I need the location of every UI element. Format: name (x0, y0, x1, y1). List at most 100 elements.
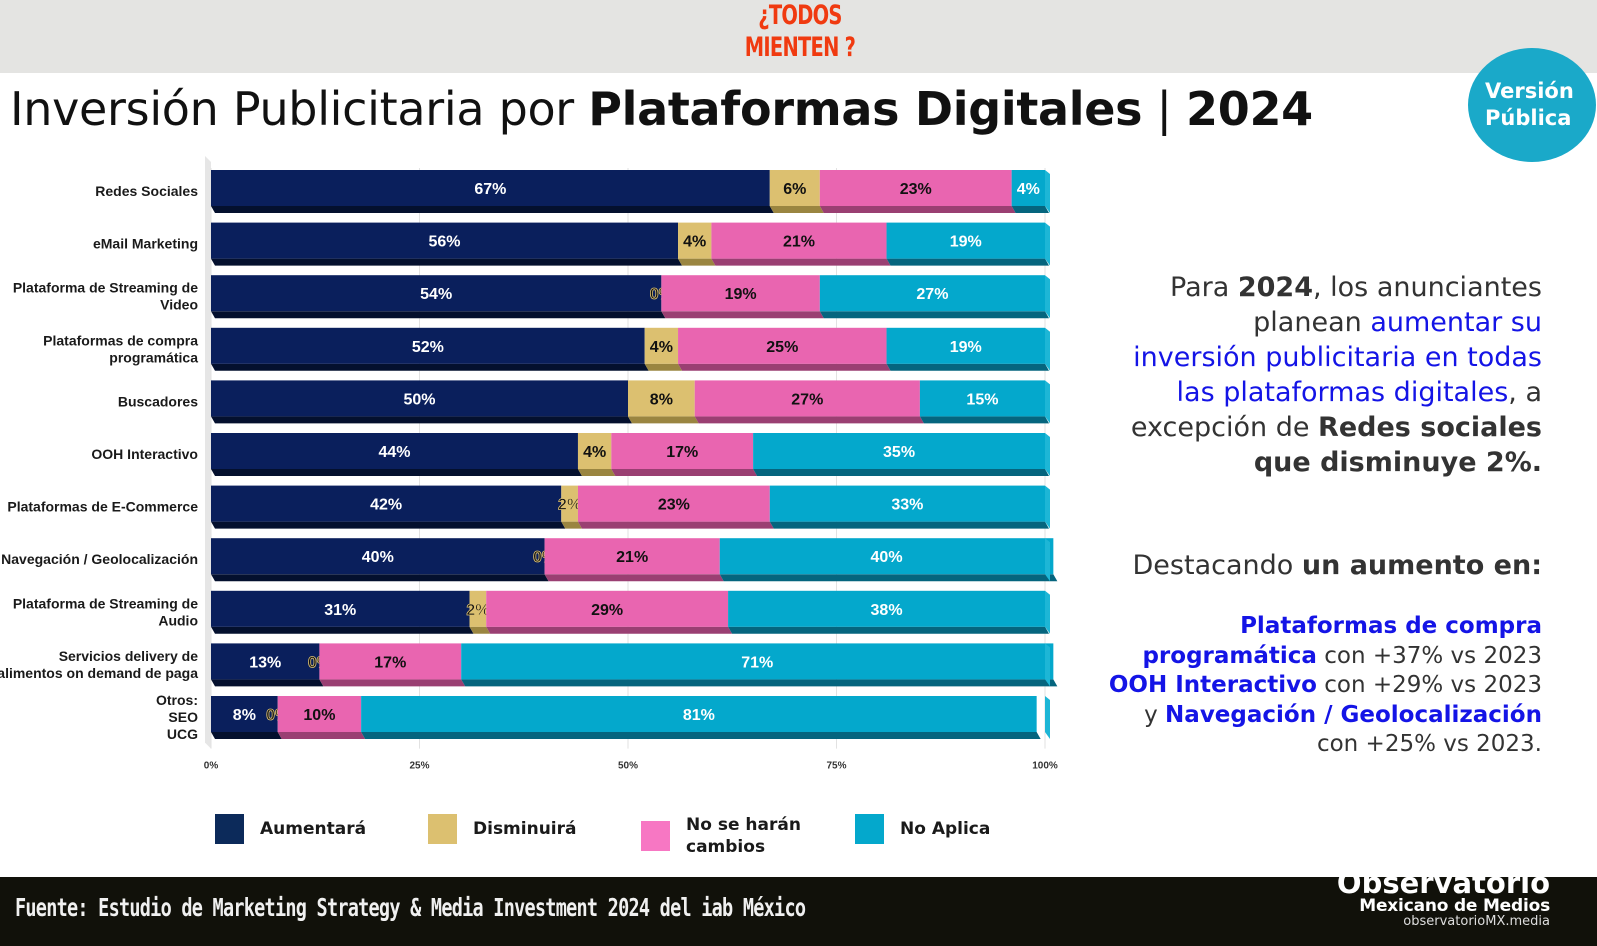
bar-segment (611, 433, 754, 469)
bar-segment (694, 380, 920, 417)
legend-swatch (641, 821, 670, 851)
bar-segment (919, 380, 1045, 417)
legend-swatch (855, 814, 884, 844)
data-label: 8% (233, 707, 256, 724)
badge-line-2: Pública (1485, 106, 1572, 130)
bar-segment-shadow (769, 521, 1049, 529)
data-label: 13% (249, 654, 281, 671)
highlight-item-value: con +29% vs 2023 (1316, 672, 1542, 698)
data-label: 52% (412, 339, 444, 356)
data-label: 54% (420, 286, 452, 303)
bar-segment-shadow (611, 469, 758, 476)
title-bold: Plataformas Digitales (588, 82, 1143, 136)
bar-segment (211, 538, 545, 575)
summary-text: , los anunciantes (1313, 272, 1542, 303)
bar-segment (211, 380, 628, 417)
bar-segment-shadow (886, 258, 1049, 266)
legend-item: No se harán cambios (641, 814, 801, 858)
highlight-item-name: Plataformas de compra (1240, 613, 1542, 639)
highlight-item-name: programática (1142, 642, 1317, 669)
category-label: Plataformas de E-Commerce (7, 499, 198, 515)
data-label: 21% (616, 549, 648, 566)
bar-segment (561, 485, 578, 522)
bar-segment-shadow (919, 416, 1049, 424)
bar-segment (678, 327, 887, 364)
legend-label-line: No Aplica (900, 819, 991, 839)
data-label: 4% (1017, 181, 1040, 198)
bar-segment (211, 222, 679, 259)
bar-segment (719, 538, 1054, 575)
footer-logo-subtitle: Mexicano de Medios (1359, 896, 1550, 916)
bar-segment (628, 380, 695, 417)
bar-end-cap (1045, 696, 1050, 739)
category-label: Plataforma de Streaming de (13, 280, 198, 296)
category-label: eMail Marketing (93, 236, 198, 252)
category-label: Servicios delivery de (59, 648, 199, 664)
data-label: 17% (666, 444, 698, 461)
category-label: Video (160, 297, 198, 313)
bar-segment-shadow (753, 469, 1049, 476)
highlight-item-value: con +25% vs 2023. (1316, 731, 1542, 757)
data-label: 4% (650, 339, 673, 356)
category-label: Otros: (156, 692, 198, 708)
category-label: Plataforma de Streaming de (13, 595, 198, 611)
summary-text: , a (1508, 377, 1542, 408)
bar-segment (211, 275, 662, 312)
title-separator: | (1142, 82, 1187, 136)
summary-highlight: aumentar su (1370, 307, 1542, 338)
bar-segment (644, 327, 679, 364)
x-tick-label: 100% (1032, 761, 1058, 772)
bar-segment-shadow (728, 626, 1049, 634)
category-label: Redes Sociales (95, 183, 198, 199)
bar-segment-shadow (211, 469, 582, 476)
legend-label-line: Disminuirá (473, 819, 577, 839)
bar-segment (486, 590, 729, 627)
top-band (0, 0, 1597, 73)
highlight-heading: Destacando un aumento en: (1082, 548, 1542, 583)
data-label: 15% (966, 391, 998, 408)
data-label: 38% (871, 602, 903, 619)
highlight-heading-bold: un aumento en: (1301, 550, 1542, 581)
legend-swatch (215, 814, 244, 844)
bar-segment (1011, 170, 1045, 206)
bar-end-cap (1045, 538, 1050, 582)
chart-svg: 0% 25% 50% 75% 100% Redes Sociales 67% 6% 23% 4% e… (0, 156, 1058, 772)
bar-segment-shadow (277, 732, 366, 739)
category-label: Plataformas de compra (43, 332, 198, 348)
footer-logo-url[interactable]: observatorioMX.media (1403, 914, 1550, 929)
legend-label: Aumentará (260, 818, 366, 840)
summary-bold: que disminuye 2%. (1253, 447, 1542, 478)
x-tick-label: 0% (204, 761, 219, 772)
bar-segment (277, 696, 362, 732)
data-label: 67% (474, 181, 506, 198)
data-label: 10% (303, 707, 335, 724)
data-label: 21% (783, 234, 815, 251)
category-label: OOH Interactivo (91, 446, 198, 462)
bar-segment (319, 643, 462, 680)
bar-segment (211, 590, 470, 627)
data-label: 71% (741, 654, 773, 671)
bar-segment (819, 275, 1045, 312)
bar-segment-shadow (577, 521, 774, 529)
data-label: 27% (916, 286, 948, 303)
bar-segment-shadow (577, 469, 616, 476)
x-tick-label: 75% (826, 761, 846, 772)
bar-segment-shadow (211, 574, 549, 582)
summary-text: excepción de (1130, 412, 1319, 443)
bar-segment-shadow (678, 258, 716, 266)
bar-segment-shadow (719, 574, 1058, 582)
bar-end-cap (1045, 590, 1050, 634)
bar-segment (728, 590, 1045, 627)
bar-segment (211, 485, 562, 522)
chart-legend: Aumentará Disminuirá No se harán cambios No … (0, 808, 1080, 858)
data-label: 2% (466, 602, 489, 619)
legend-label: No Aplica (900, 818, 990, 840)
brand-line-2: MIENTEN ? (744, 32, 856, 63)
bar-segment-shadow (819, 311, 1049, 319)
bar-segment-shadow (769, 206, 824, 213)
data-label: 8% (650, 391, 673, 408)
category-label: alimentos on demand de paga (0, 665, 198, 681)
data-label: 35% (883, 444, 915, 461)
bar-segment (361, 696, 1037, 732)
bar-segment (711, 222, 887, 259)
